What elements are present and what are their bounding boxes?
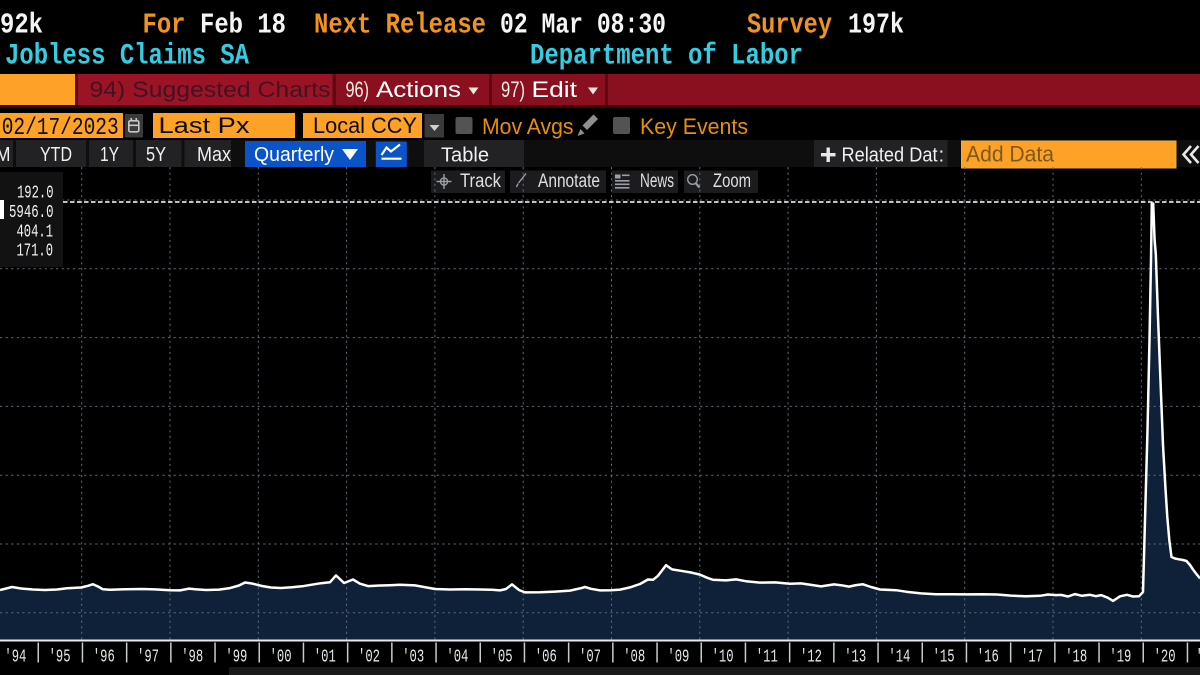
svg-text:Survey: Survey [747,9,832,42]
svg-text:1Y: 1Y [100,143,119,166]
svg-text:92k: 92k [0,9,43,42]
svg-text:02/17/2023: 02/17/2023 [2,115,119,142]
svg-text:'96: '96 [93,648,115,668]
svg-text:Zoom: Zoom [713,171,751,192]
svg-text:Mov Avgs: Mov Avgs [482,114,574,139]
svg-text:'07: '07 [579,648,601,668]
svg-text:'17: '17 [1021,648,1043,668]
svg-text:'03: '03 [402,648,424,668]
svg-text:Annotate: Annotate [538,171,600,192]
svg-text:Last Px: Last Px [159,113,250,138]
svg-text:96): 96) [346,77,370,102]
svg-text:Quarterly: Quarterly [254,143,335,166]
svg-text:'99: '99 [225,648,247,668]
svg-text:Key Events: Key Events [640,114,748,139]
svg-text:'08: '08 [623,648,645,668]
svg-text:5946.0: 5946.0 [9,203,54,223]
svg-text:Track: Track [460,171,501,192]
svg-text:Feb 18: Feb 18 [200,9,286,42]
svg-text:Table: Table [441,144,489,167]
svg-text:'01: '01 [314,648,336,668]
svg-text:'11: '11 [756,648,778,668]
svg-text:Department of Labor: Department of Labor [530,40,803,74]
svg-text:02 Mar 08:30: 02 Mar 08:30 [500,9,666,42]
svg-text:Next Release: Next Release [314,9,486,42]
svg-text:'10: '10 [712,648,734,668]
svg-text:Max: Max [197,143,232,166]
svg-text:'20: '20 [1154,648,1176,668]
svg-text:Add Data: Add Data [966,142,1054,167]
svg-text:'05: '05 [491,648,513,668]
svg-text:For: For [143,9,186,42]
svg-text:'95: '95 [49,648,71,668]
svg-text:171.0: 171.0 [17,242,54,262]
svg-text:'98: '98 [181,648,203,668]
svg-text:Edit: Edit [532,77,578,102]
svg-text:'00: '00 [270,648,292,668]
svg-text:'19: '19 [1109,648,1131,668]
svg-text:94) Suggested Charts: 94) Suggested Charts [90,77,331,102]
svg-text:192.0: 192.0 [17,184,54,204]
svg-text:'06: '06 [535,648,557,668]
svg-text:M: M [0,143,11,166]
svg-text:Actions: Actions [376,77,461,102]
svg-text:5Y: 5Y [146,143,166,166]
svg-text:'94: '94 [4,648,26,668]
svg-text:'12: '12 [800,648,822,668]
svg-text:'02: '02 [358,648,380,668]
svg-text::: : [939,144,945,167]
svg-text:97): 97) [501,77,525,102]
svg-text:YTD: YTD [40,143,72,166]
svg-text:'2: '2 [1196,648,1200,668]
svg-text:Jobless Claims SA: Jobless Claims SA [5,40,249,74]
svg-text:'16: '16 [977,648,999,668]
svg-text:Related Dat: Related Dat [842,144,938,167]
svg-text:Local CCY: Local CCY [313,113,417,138]
svg-text:'97: '97 [137,648,159,668]
svg-text:'13: '13 [844,648,866,668]
svg-text:'04: '04 [446,648,468,668]
svg-text:'15: '15 [933,648,955,668]
svg-text:'09: '09 [667,648,689,668]
svg-text:404.1: 404.1 [17,223,54,243]
svg-text:News: News [640,171,674,192]
svg-text:'18: '18 [1065,648,1087,668]
svg-text:197k: 197k [848,9,904,42]
svg-text:'14: '14 [888,648,910,668]
